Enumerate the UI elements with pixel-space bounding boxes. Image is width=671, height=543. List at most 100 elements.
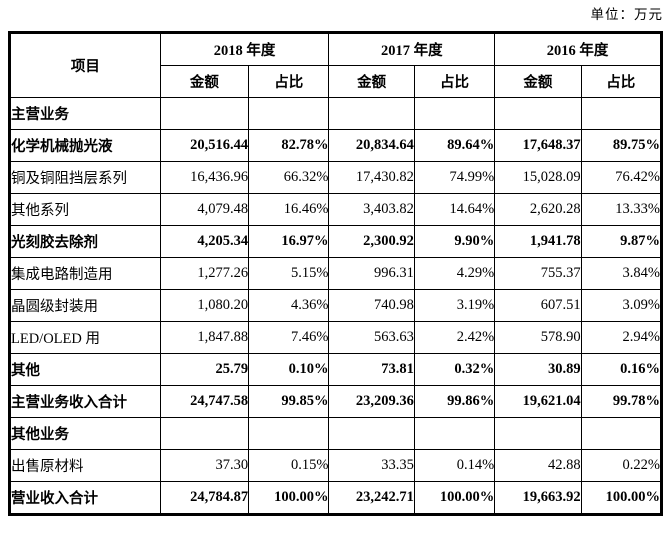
cell-value xyxy=(413,97,496,130)
header-row-years: 项目 2018 年度 2017 年度 2016 年度 xyxy=(9,32,662,98)
cell-value xyxy=(159,97,250,130)
row-label: 营业收入合计 xyxy=(9,481,161,515)
cell-value xyxy=(413,417,496,450)
header-row-sub: 金额 占比 金额 占比 金额 占比 xyxy=(10,65,663,98)
cell-value: 24,784.87 xyxy=(159,481,250,515)
cell-value: 3,403.82 xyxy=(328,193,415,226)
cell-value: 89.75% xyxy=(580,129,663,162)
row-label: 主营业务 xyxy=(9,97,161,130)
cell-value: 13.33% xyxy=(580,193,663,226)
cell-value: 0.10% xyxy=(248,353,330,386)
row-label: 集成电路制造用 xyxy=(9,257,161,290)
col-header-amount-2016: 金额 xyxy=(494,65,582,98)
cell-value: 20,516.44 xyxy=(159,129,250,162)
cell-value: 15,028.09 xyxy=(494,161,582,194)
row-label: 晶圆级封装用 xyxy=(9,289,161,322)
cell-value: 37.30 xyxy=(159,449,250,482)
cell-value: 16.97% xyxy=(248,225,330,258)
cell-value: 0.22% xyxy=(580,449,663,482)
row-label: 其他 xyxy=(9,353,161,386)
cell-value: 2,300.92 xyxy=(328,225,415,258)
cell-value: 16,436.96 xyxy=(159,161,250,194)
cell-value: 0.32% xyxy=(413,353,496,386)
cell-value: 99.85% xyxy=(248,385,330,418)
cell-value: 2,620.28 xyxy=(494,193,582,226)
cell-value xyxy=(248,417,330,450)
cell-value: 0.16% xyxy=(580,353,663,386)
cell-value xyxy=(328,97,415,130)
table-row: 出售原材料 37.30 0.15% 33.35 0.14% 42.88 0.22% xyxy=(9,449,663,482)
cell-value: 14.64% xyxy=(413,193,496,226)
row-label: 出售原材料 xyxy=(9,449,161,482)
row-label: 其他系列 xyxy=(9,193,161,226)
cell-value: 607.51 xyxy=(494,289,582,322)
cell-value: 100.00% xyxy=(580,481,663,515)
cell-value: 755.37 xyxy=(494,257,582,290)
table-row: 营业收入合计 24,784.87 100.00% 23,242.71 100.00% 19… xyxy=(9,481,663,515)
cell-value: 82.78% xyxy=(248,129,330,162)
col-header-year-2016: 2016 年度 xyxy=(494,32,662,66)
cell-value: 563.63 xyxy=(328,321,415,354)
cell-value xyxy=(328,417,415,450)
table-row: 主营业务 xyxy=(9,97,663,130)
cell-value: 33.35 xyxy=(328,449,415,482)
table-row: 集成电路制造用 1,277.26 5.15% 996.31 4.29% 755.37 3.8… xyxy=(9,257,663,290)
cell-value: 3.09% xyxy=(580,289,663,322)
table-row: LED/OLED 用 1,847.88 7.46% 563.63 2.42% 578.90… xyxy=(9,321,663,354)
cell-value: 16.46% xyxy=(248,193,330,226)
row-label: 铜及铜阻挡层系列 xyxy=(9,161,161,194)
cell-value: 66.32% xyxy=(248,161,330,194)
cell-value: 996.31 xyxy=(328,257,415,290)
cell-value: 2.42% xyxy=(413,321,496,354)
cell-value: 4,205.34 xyxy=(159,225,250,258)
table-row: 晶圆级封装用 1,080.20 4.36% 740.98 3.19% 607.51 3.09… xyxy=(9,289,663,322)
cell-value: 2.94% xyxy=(580,321,663,354)
cell-value: 3.19% xyxy=(413,289,496,322)
row-label: LED/OLED 用 xyxy=(9,321,161,354)
cell-value: 20,834.64 xyxy=(328,129,415,162)
cell-value: 25.79 xyxy=(159,353,250,386)
col-header-amount-2017: 金额 xyxy=(328,65,415,98)
table-row: 铜及铜阻挡层系列 16,436.96 66.32% 17,430.82 74.99% 15… xyxy=(9,161,663,194)
cell-value xyxy=(494,417,582,450)
cell-value: 73.81 xyxy=(328,353,415,386)
cell-value: 100.00% xyxy=(413,481,496,515)
cell-value: 74.99% xyxy=(413,161,496,194)
col-header-year-2018: 2018 年度 xyxy=(159,32,330,66)
row-label: 主营业务收入合计 xyxy=(9,385,161,418)
cell-value: 0.15% xyxy=(248,449,330,482)
row-label: 化学机械抛光液 xyxy=(9,129,161,162)
cell-value xyxy=(248,97,330,130)
cell-value: 99.86% xyxy=(413,385,496,418)
cell-value: 30.89 xyxy=(494,353,582,386)
col-header-ratio-2017: 占比 xyxy=(413,65,496,98)
cell-value: 1,847.88 xyxy=(159,321,250,354)
cell-value: 4,079.48 xyxy=(159,193,250,226)
row-label: 光刻胶去除剂 xyxy=(9,225,161,258)
row-label: 其他业务 xyxy=(9,417,161,450)
cell-value: 17,648.37 xyxy=(494,129,582,162)
cell-value: 7.46% xyxy=(248,321,330,354)
cell-value: 42.88 xyxy=(494,449,582,482)
cell-value: 89.64% xyxy=(413,129,496,162)
table-row: 主营业务收入合计 24,747.58 99.85% 23,209.36 99.86% 19… xyxy=(9,385,663,418)
cell-value xyxy=(580,417,663,450)
cell-value xyxy=(580,97,663,130)
cell-value: 0.14% xyxy=(413,449,496,482)
cell-value: 1,080.20 xyxy=(159,289,250,322)
table-row: 化学机械抛光液 20,516.44 82.78% 20,834.64 89.64% 17,… xyxy=(9,129,663,162)
cell-value: 19,621.04 xyxy=(494,385,582,418)
table-row: 光刻胶去除剂 4,205.34 16.97% 2,300.92 9.90% 1,941.7… xyxy=(9,225,663,258)
cell-value: 23,242.71 xyxy=(328,481,415,515)
cell-value: 23,209.36 xyxy=(328,385,415,418)
cell-value: 3.84% xyxy=(580,257,663,290)
table-body: 主营业务 化学机械抛光液 20,516.44 82.78% 20,834.64 89.64… xyxy=(9,97,663,515)
cell-value: 1,941.78 xyxy=(494,225,582,258)
cell-value: 5.15% xyxy=(248,257,330,290)
cell-value xyxy=(159,417,250,450)
revenue-table: 项目 2018 年度 2017 年度 2016 年度 金额 占比 金额 占比 金… xyxy=(8,31,663,516)
table-row: 其他 25.79 0.10% 73.81 0.32% 30.89 0.16% xyxy=(9,353,663,386)
cell-value: 4.36% xyxy=(248,289,330,322)
col-header-item: 项目 xyxy=(9,32,161,98)
